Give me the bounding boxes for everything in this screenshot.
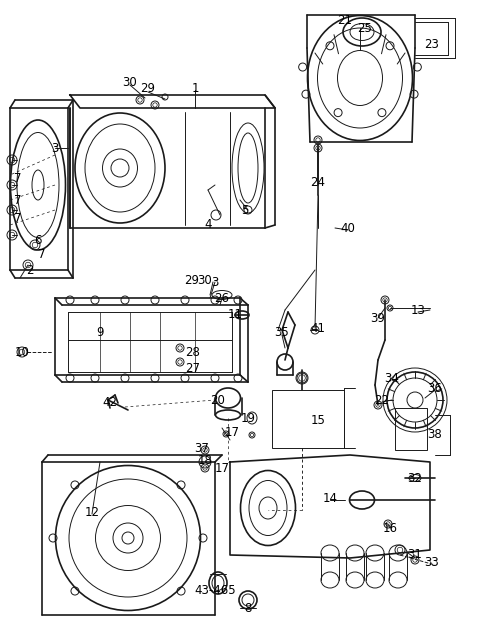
Text: 37: 37 [194,441,209,454]
Text: 26: 26 [215,292,229,304]
Text: 3: 3 [211,276,219,288]
Text: 28: 28 [186,346,201,359]
Text: 29: 29 [141,82,156,94]
Text: 23: 23 [425,38,439,52]
Text: 24: 24 [311,175,325,188]
Text: 43-465: 43-465 [194,584,236,597]
Text: 38: 38 [428,429,443,441]
Text: 29: 29 [184,274,200,286]
Text: 9: 9 [96,327,104,339]
Text: 3: 3 [51,142,59,154]
Text: 12: 12 [84,505,99,519]
Text: 17: 17 [225,426,240,438]
Text: 20: 20 [211,394,226,406]
Text: 31: 31 [408,549,422,561]
Bar [272,390,344,448]
Text: 41: 41 [311,322,325,334]
Text: 32: 32 [408,471,422,484]
Text: 21: 21 [337,13,352,27]
Text: 7: 7 [38,248,46,262]
Text: 30: 30 [122,75,137,89]
Text: 15: 15 [311,413,325,426]
Text: 22: 22 [374,394,389,406]
Text: 18: 18 [198,454,213,466]
Text: 39: 39 [371,311,385,325]
Text: 13: 13 [410,304,425,316]
Text: 34: 34 [384,371,399,385]
Text: 10: 10 [14,346,29,359]
Text: 1: 1 [191,82,199,94]
Text: 42: 42 [103,396,118,408]
Text: 33: 33 [425,556,439,568]
Text: 27: 27 [185,362,201,375]
Text: 16: 16 [383,521,397,535]
Text: 17: 17 [215,461,229,475]
Text: 8: 8 [244,602,252,614]
Text: 7: 7 [14,172,22,184]
Text: 30: 30 [198,274,212,286]
Text: 5: 5 [241,204,249,216]
Text: 40: 40 [341,221,355,235]
Text: 25: 25 [358,22,372,34]
Bar [395,408,427,450]
Text: 36: 36 [428,382,443,394]
Text: 4: 4 [204,218,212,230]
Text: 35: 35 [275,325,289,339]
Text: 2: 2 [26,263,34,276]
Text: 11: 11 [228,309,242,322]
Text: 7: 7 [14,193,22,207]
Text: 6: 6 [34,234,42,246]
Text: 19: 19 [240,412,255,424]
Text: 7: 7 [14,212,22,225]
Text: 14: 14 [323,491,337,505]
